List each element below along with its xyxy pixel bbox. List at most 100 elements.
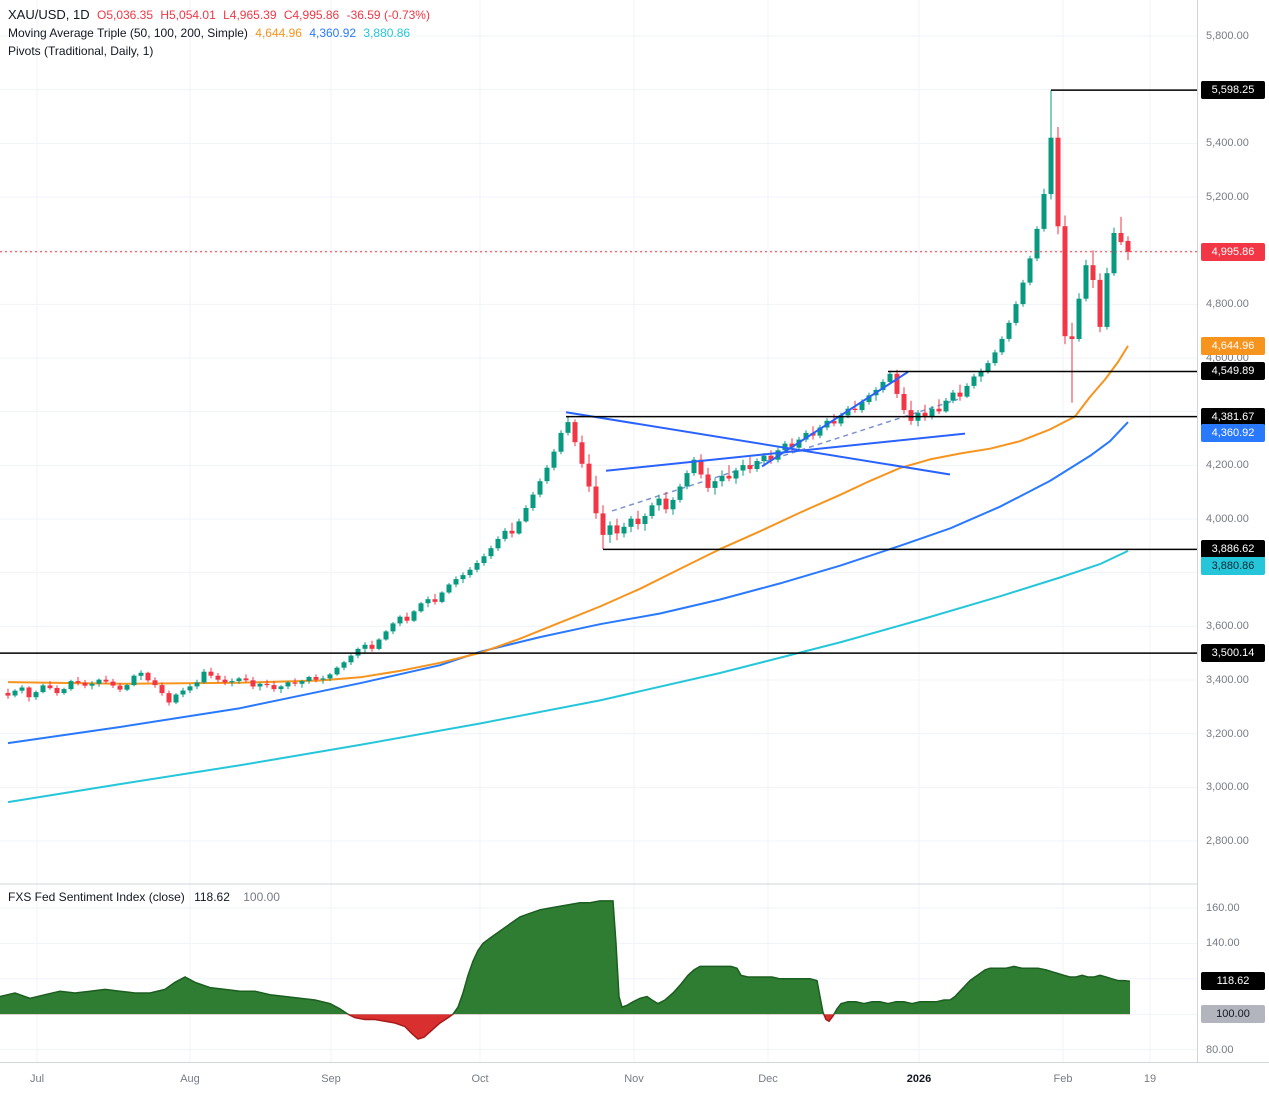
candle-body [194, 682, 200, 687]
time-axis-label: Aug [180, 1073, 200, 1085]
candle-body [628, 518, 634, 527]
main-price-pane[interactable] [0, 0, 1197, 1062]
candle-body [355, 648, 361, 656]
candle-body [1111, 233, 1117, 274]
candle-body [201, 671, 207, 683]
candle-body [390, 623, 396, 632]
candle-body [817, 427, 823, 436]
candle-body [880, 381, 886, 390]
candle-body [859, 402, 865, 411]
candle-body [705, 474, 711, 488]
time-axis[interactable]: Jul Aug Sep Oct Nov Dec 2026 Feb 19 [0, 1062, 1269, 1095]
candle-body [943, 400, 949, 412]
ohlc-close: C4,995.86 [283, 8, 340, 22]
candle-body [803, 432, 809, 440]
symbol-legend-row[interactable]: XAU/USD, 1D O5,036.35 H5,054.01 L4,965.3… [8, 6, 434, 24]
candle-body [460, 575, 466, 580]
candle-body [439, 592, 445, 602]
candle-body [180, 690, 186, 695]
time-axis-label: Sep [321, 1073, 341, 1085]
candle-body [740, 465, 746, 471]
ohlc-low: L4,965.39 [223, 8, 277, 22]
price-axis[interactable]: 5,800.00 5,400.00 5,200.00 4,800.00 4,600.00… [1197, 0, 1269, 1062]
candle-body [894, 373, 900, 394]
candle-body [145, 672, 151, 681]
axis-tick-label: 5,400.00 [1206, 137, 1249, 150]
candle-body [502, 530, 508, 539]
axis-tick-label: 4,200.00 [1206, 459, 1249, 472]
candle-body [712, 481, 718, 488]
candle-body [572, 422, 578, 443]
candle-body [61, 689, 67, 694]
candle-body [922, 412, 928, 417]
candle-body [509, 530, 515, 534]
sma200-line [7, 549, 1129, 804]
chart-canvas[interactable] [0, 0, 1197, 1062]
axis-tick-label: 160.00 [1206, 902, 1240, 914]
candle-body [698, 459, 704, 475]
candle-body [432, 599, 438, 602]
candle-body [719, 475, 725, 482]
pivots-legend-row[interactable]: Pivots (Traditional, Daily, 1) [8, 42, 434, 60]
candle-body [159, 685, 165, 694]
candle-body [1076, 298, 1082, 339]
price-label-badge: 4,644.96 [1201, 336, 1265, 355]
symbol-title: XAU/USD, 1D [8, 7, 90, 22]
ohlc-open: O5,036.35 [96, 8, 154, 22]
trendline [761, 371, 909, 468]
axis-tick-label: 4,600.00 [1206, 352, 1249, 364]
sentiment-base-value: 100.00 [243, 890, 280, 904]
candle-body [1125, 240, 1131, 252]
sentiment-line-positive [0, 900, 1131, 1015]
candle-body [1055, 137, 1061, 227]
candle-body [488, 548, 494, 557]
axis-tick-label: 3,400.00 [1206, 674, 1249, 686]
candle-body [278, 686, 284, 690]
candle-body [831, 420, 837, 424]
candle-body [530, 494, 536, 508]
candle-body [1041, 194, 1047, 229]
candle-body [222, 679, 228, 683]
dashed-trendline [611, 398, 959, 512]
price-label-badge: 3,886.62 [1201, 540, 1265, 559]
candle-body [600, 513, 606, 535]
candle-body [726, 475, 732, 479]
candle-body [215, 675, 221, 680]
candle-body [96, 679, 102, 684]
candle-body [936, 408, 942, 412]
change-value: -36.59 (-0.73%) [346, 8, 430, 22]
candle-body [103, 679, 109, 682]
sentiment-pane[interactable] [0, 900, 1197, 1051]
candle-body [327, 674, 333, 679]
main-chart-legend[interactable]: XAU/USD, 1D O5,036.35 H5,054.01 L4,965.3… [8, 6, 434, 60]
sentiment-legend-row[interactable]: FXS Fed Sentiment Index (close) 118.62 1… [8, 890, 280, 904]
candle-body [768, 455, 774, 460]
axis-tick-label: 80.00 [1206, 1043, 1234, 1056]
candle-body [264, 683, 270, 686]
ma200-value: 3,880.86 [363, 26, 411, 40]
candle-body [1027, 258, 1033, 283]
candle-body [299, 681, 305, 684]
candle-body [978, 371, 984, 377]
candle-body [607, 525, 613, 535]
candle-body [495, 538, 501, 549]
ma-legend-row[interactable]: Moving Average Triple (50, 100, 200, Sim… [8, 24, 434, 42]
candle-body [40, 685, 46, 693]
candle-body [642, 516, 648, 524]
candle-body [54, 688, 60, 694]
candle-body [999, 338, 1005, 353]
time-axis-label: Jul [29, 1073, 45, 1085]
axis-tick-label: 5,800.00 [1206, 30, 1249, 42]
candle-body [1104, 273, 1110, 327]
candle-body [663, 498, 669, 510]
price-label-badge: 4,995.86 [1201, 242, 1265, 261]
candle-body [292, 682, 298, 684]
ma-indicator-title: Moving Average Triple (50, 100, 200, Sim… [8, 26, 248, 40]
candle-body [369, 644, 375, 649]
axis-tick-label: 3,200.00 [1206, 727, 1249, 740]
candle-body [1083, 265, 1089, 299]
candle-body [236, 678, 242, 682]
candle-body [838, 415, 844, 424]
time-axis-label: Feb [1053, 1073, 1073, 1085]
